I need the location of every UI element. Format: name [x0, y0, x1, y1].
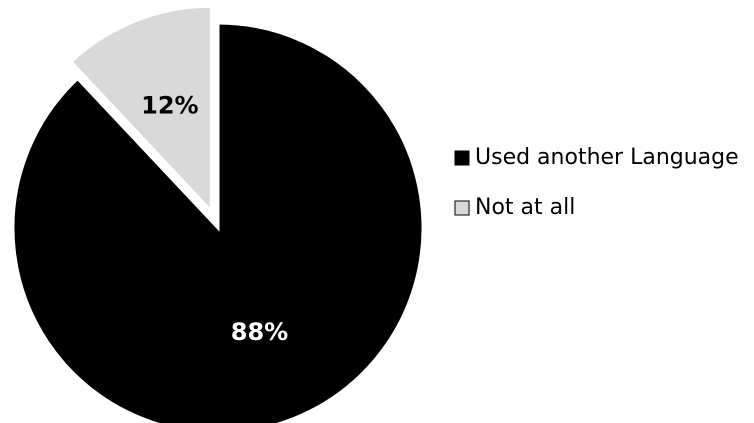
pie-slice-used-another-language — [11, 21, 425, 423]
slice-labels-layer: 88% 12% — [141, 91, 288, 345]
data-label-used-another-language: 88% — [231, 318, 288, 346]
legend-label-not-at-all: Not at all — [475, 195, 575, 220]
legend: Used another Language Not at all — [454, 145, 739, 220]
slices-layer — [11, 4, 425, 423]
legend-item-not-at-all: Not at all — [454, 195, 575, 220]
legend-swatch-not-at-all — [454, 200, 470, 216]
legend-item-used-another-language: Used another Language — [454, 145, 739, 170]
pie-slice-not-at-all — [68, 4, 213, 216]
legend-label-used-another-language: Used another Language — [475, 145, 739, 170]
legend-swatch-used-another-language — [454, 150, 470, 166]
data-label-not-at-all: 12% — [141, 91, 198, 119]
